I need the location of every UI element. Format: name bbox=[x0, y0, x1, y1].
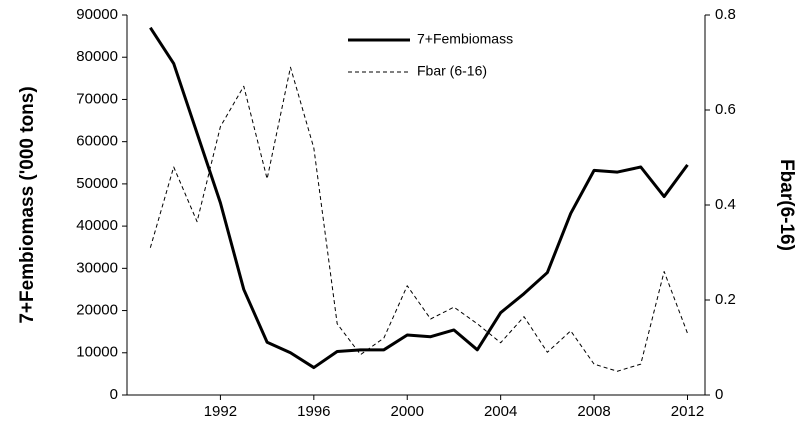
y-tick-label: 10000 bbox=[76, 344, 118, 361]
y2-tick-label: 0 bbox=[715, 386, 723, 403]
y2-tick-label: 0.2 bbox=[715, 291, 736, 308]
y-tick-label: 80000 bbox=[76, 48, 118, 65]
y-tick-label: 40000 bbox=[76, 217, 118, 234]
y-tick-label: 50000 bbox=[76, 175, 118, 192]
series-line bbox=[149, 26, 689, 370]
x-tick-label: 1996 bbox=[297, 403, 330, 420]
y-tick-label: 0 bbox=[110, 386, 118, 403]
y2-tick-label: 0.6 bbox=[715, 101, 736, 118]
y-axis-title: 7+Fembiomass ('000 tons) bbox=[17, 86, 38, 323]
x-tick-label: 2012 bbox=[671, 403, 704, 420]
y-tick-label: 90000 bbox=[76, 6, 118, 23]
legend-label: Fbar (6-16) bbox=[417, 63, 487, 79]
x-tick-label: 1992 bbox=[204, 403, 237, 420]
x-tick-label: 2000 bbox=[391, 403, 424, 420]
y2-tick-label: 0.4 bbox=[715, 196, 736, 213]
legend-label: 7+Fembiomass bbox=[417, 31, 513, 47]
x-tick-label: 2004 bbox=[484, 403, 517, 420]
y-tick-label: 30000 bbox=[76, 259, 118, 276]
y2-tick-label: 0.8 bbox=[715, 6, 736, 23]
y-tick-label: 70000 bbox=[76, 90, 118, 107]
y-tick-label: 20000 bbox=[76, 302, 118, 319]
y-tick-label: 60000 bbox=[76, 133, 118, 150]
x-tick-label: 2008 bbox=[577, 403, 610, 420]
series-line bbox=[149, 66, 688, 372]
y2-axis-title: Fbar(6-16) bbox=[776, 159, 797, 251]
